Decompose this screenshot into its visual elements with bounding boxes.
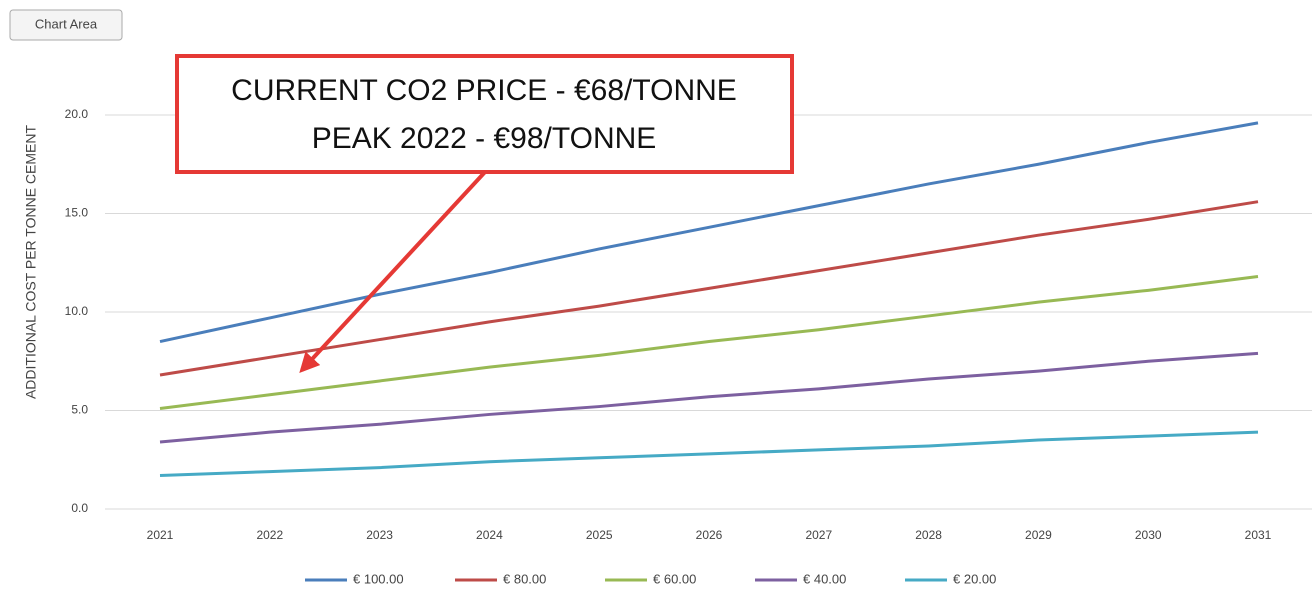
line: [159, 275, 1259, 411]
legend-label: € 100.00: [353, 571, 404, 586]
x-tick-label: 2021: [147, 528, 174, 542]
x-tick-label: 2029: [1025, 528, 1052, 542]
x-tick-label: 2031: [1245, 528, 1272, 542]
y-tick-label: 10.0: [65, 304, 89, 318]
annotation-arrow: [299, 170, 487, 373]
annotation-text: CURRENT CO2 PRICE - €68/TONNE: [231, 74, 737, 107]
x-tick-label: 2024: [476, 528, 503, 542]
line: [159, 430, 1259, 478]
x-tick-label: 2026: [696, 528, 723, 542]
line: [159, 351, 1259, 444]
annotation-box: [175, 54, 794, 174]
annotation-text: PEAK 2022 - €98/TONNE: [312, 122, 657, 155]
y-tick-label: 5.0: [71, 403, 88, 417]
x-tick-label: 2027: [805, 528, 832, 542]
legend-label: € 60.00: [653, 571, 696, 586]
line: [159, 121, 1259, 344]
y-axis-label: ADDITIONAL COST PER TONNE CEMENT: [23, 125, 39, 400]
x-tick-label: 2030: [1135, 528, 1162, 542]
legend-label: € 40.00: [803, 571, 846, 586]
legend-label: € 80.00: [503, 571, 546, 586]
legend-label: € 20.00: [953, 571, 996, 586]
y-tick-label: 15.0: [65, 206, 89, 220]
tooltip-box: [9, 9, 123, 41]
tooltip: Chart Area: [35, 16, 98, 31]
line: [159, 200, 1259, 377]
x-tick-label: 2022: [256, 528, 283, 542]
y-tick-label: 0.0: [71, 501, 88, 515]
y-tick-label: 20.0: [65, 107, 89, 121]
x-tick-label: 2028: [915, 528, 942, 542]
x-tick-label: 2023: [366, 528, 393, 542]
x-tick-label: 2025: [586, 528, 613, 542]
